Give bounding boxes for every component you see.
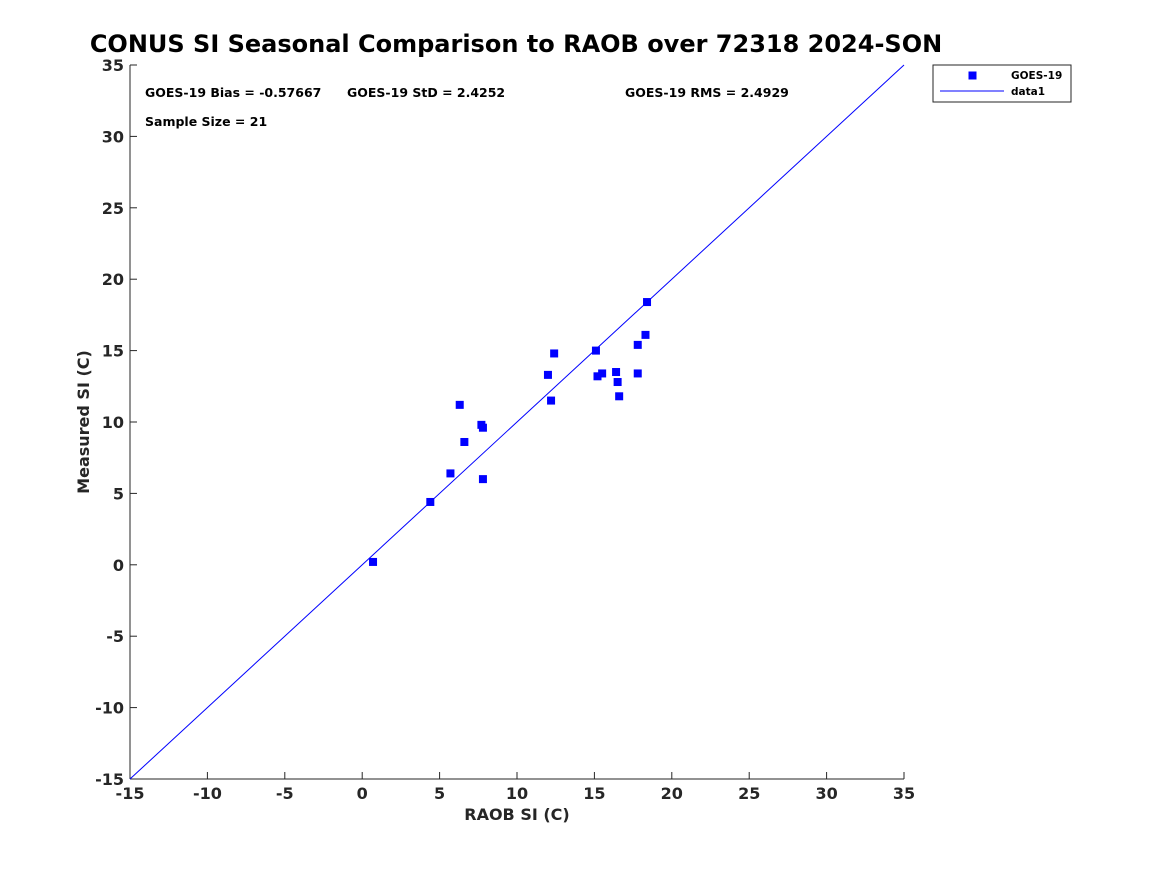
data-point xyxy=(615,392,624,401)
data-point xyxy=(598,369,607,378)
data-point xyxy=(550,349,559,358)
x-tick-label: 25 xyxy=(738,784,760,803)
data-point xyxy=(591,346,600,355)
x-tick-label: -15 xyxy=(116,784,145,803)
data-point xyxy=(633,369,642,378)
legend-marker-goes19 xyxy=(968,71,977,80)
data-point xyxy=(641,330,650,339)
data1-line xyxy=(129,64,905,780)
y-tick-label: 20 xyxy=(102,270,124,289)
data-point xyxy=(460,437,469,446)
x-tick-label: 35 xyxy=(893,784,915,803)
data-point xyxy=(643,298,652,307)
data-point xyxy=(593,372,602,381)
legend: GOES-19 data1 xyxy=(932,64,1072,103)
x-tick-label: -5 xyxy=(276,784,294,803)
y-tick-label: 15 xyxy=(102,342,124,361)
data-point xyxy=(613,378,622,387)
x-tick-label: 20 xyxy=(661,784,683,803)
legend-label-goes19: GOES-19 xyxy=(1011,70,1062,82)
sample-size-stat: Sample Size = 21 xyxy=(145,114,267,129)
y-tick-label: 10 xyxy=(102,413,124,432)
x-tick-label: -10 xyxy=(193,784,222,803)
ticks: -15 -10 -5 0 5 10 15 20 25 30 35 -15 -10 -5 0 5 10 15 20 25… xyxy=(95,56,915,803)
x-tick-label: 30 xyxy=(815,784,837,803)
chart-title: CONUS SI Seasonal Comparison to RAOB ove… xyxy=(90,30,942,58)
x-tick-label: 0 xyxy=(357,784,368,803)
y-tick-label: 30 xyxy=(102,127,124,146)
y-tick-label: 35 xyxy=(102,56,124,75)
y-tick-label: 5 xyxy=(113,484,124,503)
y-tick-label: 25 xyxy=(102,199,124,218)
std-stat: GOES-19 StD = 2.4252 xyxy=(347,85,505,100)
data-point xyxy=(426,497,435,506)
y-tick-label: -10 xyxy=(95,699,124,718)
legend-box xyxy=(932,64,1072,103)
plot-area: -15 -10 -5 0 5 10 15 20 25 30 35 -15 -10 -5 0 5 10 15 20 25… xyxy=(95,56,915,803)
data-point xyxy=(633,340,642,349)
data-point xyxy=(543,370,552,379)
x-tick-label: 15 xyxy=(583,784,605,803)
goes19-points xyxy=(369,298,652,566)
data-point xyxy=(446,469,455,478)
data-point xyxy=(547,396,556,405)
y-tick-label: -15 xyxy=(95,770,124,789)
data-point xyxy=(478,475,487,484)
y-tick-label: -5 xyxy=(106,627,124,646)
data-point xyxy=(455,400,464,409)
rms-stat: GOES-19 RMS = 2.4929 xyxy=(625,85,789,100)
x-tick-label: 5 xyxy=(434,784,445,803)
data-point xyxy=(612,368,621,377)
data-point xyxy=(369,557,378,566)
y-axis-label: Measured SI (C) xyxy=(74,350,93,494)
x-axis-label: RAOB SI (C) xyxy=(464,805,569,824)
data-point xyxy=(478,423,487,432)
bias-stat: GOES-19 Bias = -0.57667 xyxy=(145,85,321,100)
x-tick-label: 10 xyxy=(506,784,528,803)
y-tick-label: 0 xyxy=(113,556,124,575)
legend-label-data1: data1 xyxy=(1011,86,1045,98)
